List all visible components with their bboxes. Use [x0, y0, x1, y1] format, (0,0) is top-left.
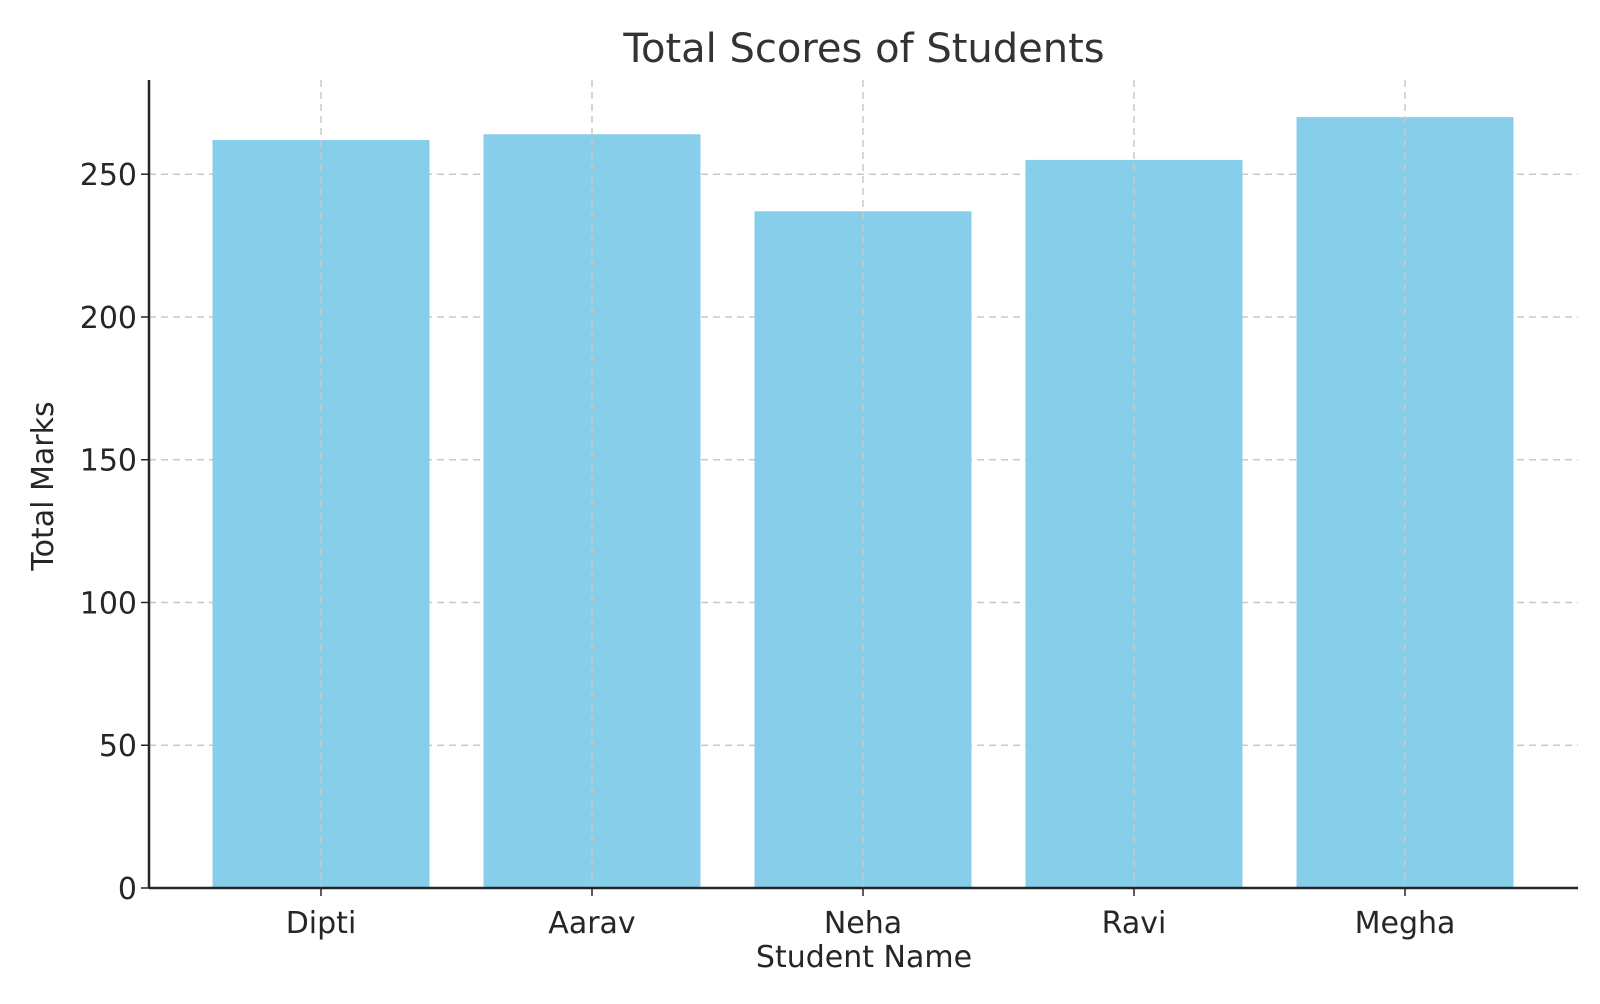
y-tick-label: 200: [80, 301, 137, 336]
x-tick-label: Megha: [1355, 906, 1456, 941]
vertical-grid-layer: [320, 80, 1406, 888]
y-axis-label: Total Marks: [26, 401, 61, 571]
x-tick-label: Neha: [824, 906, 902, 941]
y-tick-label: 50: [99, 729, 137, 764]
y-tick-label: 100: [80, 586, 137, 621]
x-tick-label: Aarav: [548, 906, 635, 941]
y-tick-label: 250: [80, 158, 137, 193]
ticks-layer: 0 50 100 150 200 250 Dipti Aarav Neha Ravi Megha: [80, 158, 1456, 941]
x-axis-label: Student Name: [756, 940, 972, 975]
x-tick-label: Dipti: [286, 906, 357, 941]
y-tick-label: 0: [118, 872, 137, 907]
chart-title: Total Scores of Students: [622, 26, 1104, 72]
y-tick-label: 150: [80, 444, 137, 479]
bar-aarav: [483, 134, 701, 889]
x-tick-label: Ravi: [1102, 906, 1167, 941]
